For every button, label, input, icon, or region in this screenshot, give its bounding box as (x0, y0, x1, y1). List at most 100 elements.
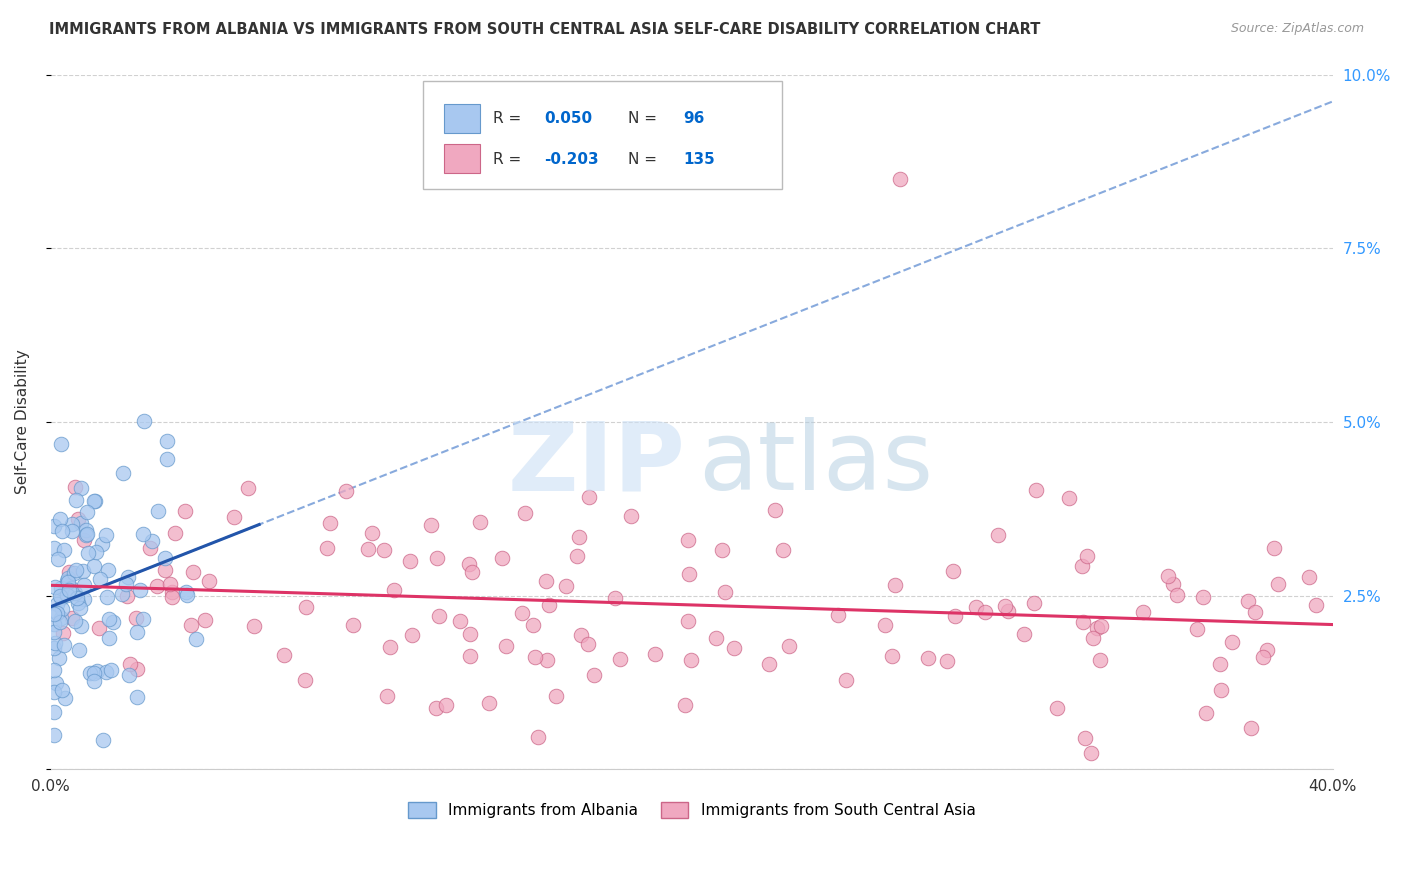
Point (380, 640, 402, 654)
Point (513, 506, 536, 520)
Point (75, 524, 97, 538)
Point (714, 585, 737, 599)
Point (568, 530, 591, 544)
Point (76, 505, 98, 519)
Point (141, 534, 163, 549)
Point (450, 615, 472, 629)
Point (399, 554, 422, 568)
Point (89, 572, 111, 586)
Point (165, 526, 187, 541)
Point (778, 639, 800, 653)
Point (63, 480, 86, 494)
Point (72, 577, 94, 591)
Point (56, 588, 79, 602)
Point (45, 675, 67, 690)
Point (60, 524, 83, 538)
Point (468, 516, 491, 530)
Point (42, 685, 65, 699)
Point (83, 558, 105, 573)
Point (46, 551, 69, 566)
Point (644, 648, 666, 662)
Point (60, 611, 83, 625)
Point (319, 516, 342, 530)
Text: 0.050: 0.050 (544, 111, 592, 126)
Point (555, 579, 578, 593)
Point (875, 617, 897, 632)
Point (67, 643, 90, 657)
Point (295, 600, 318, 615)
Point (118, 657, 141, 672)
Point (544, 690, 567, 704)
Point (1253, 649, 1275, 664)
Point (90, 537, 112, 551)
Point (48, 512, 70, 526)
Y-axis label: Self-Care Disability: Self-Care Disability (15, 350, 30, 494)
Point (51, 602, 73, 616)
Point (67, 512, 90, 526)
Point (965, 600, 987, 615)
Point (65, 586, 87, 600)
Point (243, 618, 266, 632)
Text: IMMIGRANTS FROM ALBANIA VS IMMIGRANTS FROM SOUTH CENTRAL ASIA SELF-CARE DISABILI: IMMIGRANTS FROM ALBANIA VS IMMIGRANTS FR… (49, 22, 1040, 37)
Point (974, 605, 997, 619)
Point (1057, 491, 1080, 505)
Point (1083, 631, 1105, 645)
Point (429, 609, 451, 624)
Point (477, 696, 499, 710)
Point (495, 640, 517, 654)
Point (1080, 746, 1102, 760)
Point (83, 673, 105, 688)
Text: N =: N = (627, 111, 657, 126)
Point (935, 654, 957, 668)
Point (827, 607, 849, 622)
Point (42, 617, 65, 632)
Point (375, 690, 398, 704)
Point (115, 589, 138, 603)
Point (49, 581, 72, 595)
Point (45, 606, 67, 620)
Text: atlas: atlas (699, 417, 934, 510)
Point (127, 624, 149, 639)
Point (96, 590, 118, 604)
Point (945, 609, 967, 624)
Point (711, 543, 734, 558)
Point (583, 667, 606, 681)
Text: N =: N = (627, 152, 657, 167)
Text: R =: R = (494, 111, 522, 126)
Point (1070, 559, 1092, 574)
FancyBboxPatch shape (423, 81, 782, 189)
Point (1187, 622, 1209, 636)
Point (425, 701, 447, 715)
Point (52, 626, 75, 640)
Point (536, 574, 558, 588)
Point (53, 542, 76, 557)
Point (1237, 593, 1260, 607)
Point (536, 653, 558, 667)
Point (426, 550, 449, 565)
Bar (444, 103, 481, 133)
Point (1209, 657, 1232, 672)
Point (889, 171, 911, 186)
Point (578, 490, 600, 504)
Point (1132, 605, 1154, 619)
Point (1256, 643, 1278, 657)
Point (1195, 706, 1218, 720)
Point (83, 494, 105, 508)
Point (69, 481, 91, 495)
Point (146, 504, 169, 518)
Point (76, 527, 98, 541)
Point (1305, 598, 1327, 612)
Point (48, 650, 70, 665)
Point (42, 705, 65, 719)
Point (176, 585, 198, 599)
Point (917, 650, 939, 665)
Point (66, 591, 89, 606)
Point (173, 503, 195, 517)
Point (673, 698, 696, 713)
Point (73, 591, 96, 606)
Point (361, 525, 384, 540)
Point (42, 541, 65, 555)
Point (1166, 588, 1188, 602)
Point (67, 596, 90, 610)
Point (335, 484, 357, 499)
